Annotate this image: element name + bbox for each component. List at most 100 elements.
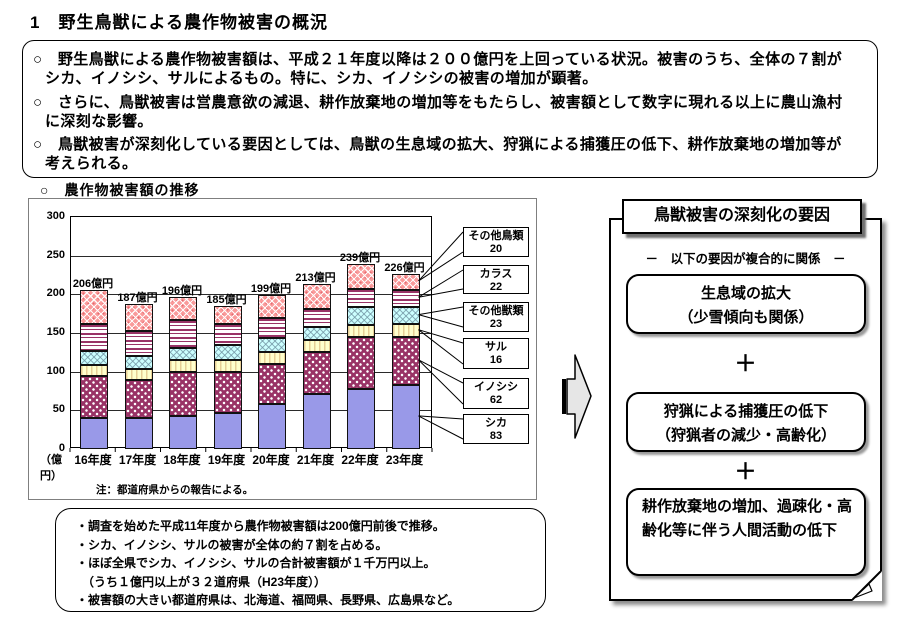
fact-item-2: ・シカ、イノシシ、サルの被害が全体の約７割を占める。 [76,537,388,552]
bar-segment-イノシシ [258,363,286,405]
gridline-50 [71,410,431,412]
bar-segment-サル [124,369,153,381]
bar-total-label-17年度: 187億円 [117,292,158,305]
facts-box: ・調査を始めた平成11年度から農作物被害額は200億円前後で推移。 ・シカ、イノシ… [55,508,546,612]
x-tick-label-21年度: 21年度 [296,453,335,467]
bar-segment-その他鳥類 [169,297,197,320]
bar-segment-その他鳥類 [80,289,108,324]
y-tick-label-200: 200 [46,287,65,300]
bar-segment-カラス [347,288,375,307]
bar-segment-その他獣類 [213,344,242,361]
legend-callout-value: 62 [489,394,503,406]
bar-segment-サル [169,360,197,372]
gridline-200 [71,294,431,296]
fact-item-1: ・調査を始めた平成11年度から農作物被害額は200億円前後で推移。 [76,519,445,533]
y-tick-label-100: 100 [46,364,65,377]
bar-segment-サル [258,352,286,364]
bar-segment-その他獣類 [347,306,375,326]
bar-total-label-20年度: 199億円 [250,283,292,296]
page-title: 1 野生鳥獣による農作物被害の概況 [30,13,328,32]
plus-sign: ＋ [734,351,757,376]
bar-total-label-22年度: 239億円 [339,252,381,265]
bar-segment-シカ [347,388,375,449]
bar-segment-その他獣類 [169,347,197,361]
bar-segment-シカ [258,404,286,449]
plus-sign: ＋ [734,459,757,484]
chart-section-heading: ○ 農作物被害額の推移 [40,182,200,198]
bar-total-label-19年度: 185億円 [206,293,247,306]
bar-segment-イノシシ [169,371,197,416]
x-tick-label-17年度: 17年度 [118,453,157,467]
factor-box-line-1: 狩猟による捕獲圧の低下 [663,403,829,420]
bar-segment-カラス [124,330,153,357]
y-tick-label-50: 50 [52,403,65,416]
factors-panel-title: 鳥獣被害の深刻化の要因 [622,199,862,234]
bar-segment-イノシシ [391,336,420,385]
gridline-250 [71,255,431,257]
bar-segment-その他鳥類 [258,295,286,319]
overview-bullet-2: ○ さらに、鳥獣被害は営農意欲の減退、耕作放棄地の増加等をもたらし、被害額として… [33,93,843,130]
right-arrow-icon [562,354,592,439]
bar-segment-その他獣類 [124,356,153,370]
x-tick-label-20年度: 20年度 [252,453,290,467]
bar-segment-シカ [169,415,197,449]
legend-callout-その他獣類: その他獣類 23 [463,302,529,332]
legend-callout-label: カラス [479,268,513,280]
bar-segment-その他鳥類 [391,274,420,290]
y-tick-label-150: 150 [46,326,65,338]
legend-callout-カラス: カラス 22 [463,265,529,294]
bar-segment-イノシシ [302,352,331,395]
legend-callout-value: 16 [489,354,503,366]
legend-callout-label: サル [485,341,507,353]
bar-segment-イノシシ [347,336,375,389]
bar-segment-その他鳥類 [347,264,375,289]
x-tick-label-19年度: 19年度 [207,453,246,467]
factor-box-line-1: 生息域の拡大 [700,285,791,302]
factors-panel-subtitle: － 以下の要因が複合的に関係 － [645,252,846,266]
bar-segment-シカ [302,394,331,449]
legend-callout-シカ: シカ 83 [463,414,529,444]
factor-box-hunting-decline: 狩猟による捕獲圧の低下 （狩猟者の減少・高齢化） [626,392,866,452]
bar-segment-その他鳥類 [213,305,242,325]
factor-box-abandoned-farmland: 耕作放棄地の増加、過疎化・高齢化等に伴う人間活動の低下 [626,488,866,576]
overview-box: ○ 野生鳥獣による農作物被害額は、平成２１年度以降は２００億円を上回っている状況… [22,40,878,178]
bar-total-label-23年度: 226億円 [384,262,425,275]
bar-total-label-21年度: 213億円 [295,272,336,285]
gridline-100 [71,371,431,373]
legend-callout-label: イノシシ [474,381,518,393]
factor-box-habitat-expansion: 生息域の拡大 （少雪傾向も関係） [626,274,866,334]
overview-bullet-3: ○ 鳥獣被害が深刻化している要因としては、鳥獣の生息域の拡大、狩猟による捕獲圧の… [33,136,842,173]
bar-total-label-16年度: 206億円 [72,277,114,290]
bar-segment-カラス [302,309,331,327]
y-tick-label-250: 250 [46,248,65,261]
factor-box-line-2: （少雪傾向も関係） [678,309,814,326]
bar-segment-シカ [213,412,242,449]
legend-callout-label: その他鳥類 [468,230,524,242]
bar-segment-シカ [391,384,420,449]
overview-bullet-1: ○ 野生鳥獣による農作物被害額は、平成２１年度以降は２００億円を上回っている状況… [33,51,843,88]
gridline-150 [71,333,431,334]
bar-segment-シカ [80,418,108,449]
bar-segment-その他鳥類 [302,284,331,309]
legend-callout-value: 20 [489,243,503,255]
fact-item-5: ・被害額の大きい都道府県は、北海道、福岡県、長野県、広島県など。 [76,593,460,608]
bar-segment-その他獣類 [391,306,420,325]
legend-callout-value: 83 [489,430,503,442]
legend-callout-label: シカ [485,417,507,429]
x-tick-label-18年度: 18年度 [163,453,201,467]
legend-callout-サル: サル 16 [463,338,529,369]
fact-item-3: ・ほぼ全県でシカ、イノシシ、サルの合計被害額が１千万円以上。 [76,556,436,571]
fact-item-4: （うち１億円以上が３２道府県（H23年度）） [76,574,327,589]
bar-segment-サル [391,324,420,337]
bar-segment-カラス [80,323,108,351]
bar-segment-その他獣類 [302,326,331,340]
bar-segment-サル [302,339,331,353]
bar-segment-カラス [213,324,242,345]
x-tick-label-16年度: 16年度 [74,453,112,467]
y-tick-label-300: 300 [46,210,65,222]
y-tick-label-0: 0 [58,442,65,454]
bar-segment-カラス [391,289,420,307]
factor-box-line-1: 耕作放棄地の増加、過疎化・高齢化等に伴う人間活動の低下 [642,498,853,539]
bar-segment-その他獣類 [80,350,108,365]
